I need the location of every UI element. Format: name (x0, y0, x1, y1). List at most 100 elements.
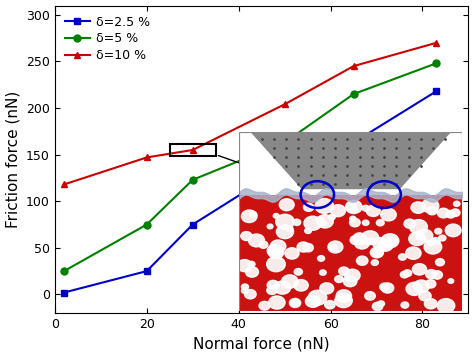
Circle shape (428, 241, 434, 246)
Circle shape (381, 208, 396, 221)
Bar (239, 195, 462, 311)
Circle shape (445, 224, 461, 237)
Circle shape (276, 225, 293, 238)
δ=2.5 % (351, 140, 356, 145)
Circle shape (362, 205, 369, 211)
Circle shape (406, 282, 422, 296)
Circle shape (451, 209, 460, 216)
Circle shape (437, 298, 455, 313)
Circle shape (339, 267, 349, 275)
Circle shape (276, 214, 294, 229)
Circle shape (350, 236, 362, 245)
Circle shape (267, 245, 283, 257)
Circle shape (329, 245, 337, 251)
Circle shape (241, 210, 257, 222)
Circle shape (267, 224, 273, 229)
Circle shape (305, 228, 311, 233)
Circle shape (279, 199, 294, 211)
Circle shape (446, 210, 456, 218)
δ=10 % (282, 102, 287, 106)
Circle shape (401, 302, 409, 308)
Circle shape (328, 241, 343, 253)
Circle shape (318, 256, 325, 261)
Circle shape (372, 302, 383, 311)
Circle shape (282, 275, 298, 288)
Circle shape (363, 220, 369, 225)
Circle shape (328, 215, 335, 220)
Circle shape (297, 242, 310, 252)
Circle shape (305, 295, 320, 307)
Circle shape (374, 249, 383, 257)
Circle shape (365, 292, 375, 300)
Circle shape (432, 271, 442, 279)
Circle shape (346, 200, 362, 213)
Circle shape (294, 268, 302, 275)
δ=2.5 % (190, 222, 196, 227)
Circle shape (431, 238, 440, 245)
Circle shape (426, 280, 436, 288)
Line: δ=10 %: δ=10 % (61, 39, 440, 188)
Circle shape (336, 290, 352, 302)
Circle shape (371, 260, 378, 266)
Circle shape (404, 219, 415, 228)
Circle shape (345, 269, 360, 281)
Circle shape (413, 280, 429, 293)
δ=2.5 % (144, 269, 150, 273)
Circle shape (424, 299, 437, 309)
Circle shape (403, 270, 412, 277)
Circle shape (399, 254, 406, 260)
Circle shape (248, 234, 264, 247)
Polygon shape (250, 132, 451, 189)
Circle shape (387, 237, 397, 245)
Circle shape (303, 243, 313, 252)
Circle shape (435, 228, 442, 234)
δ=10 % (433, 41, 439, 45)
Circle shape (406, 247, 421, 259)
Circle shape (411, 202, 425, 213)
Circle shape (259, 241, 268, 248)
Circle shape (335, 276, 343, 282)
Circle shape (377, 301, 384, 307)
Circle shape (287, 226, 293, 232)
Circle shape (308, 290, 327, 305)
Circle shape (269, 296, 285, 309)
Circle shape (448, 279, 454, 283)
Circle shape (401, 271, 409, 278)
Bar (170, 144, 216, 156)
Circle shape (381, 234, 399, 248)
δ=2.5 % (282, 165, 287, 169)
δ=10 % (144, 155, 150, 160)
Circle shape (319, 270, 326, 275)
Circle shape (438, 208, 449, 218)
Circle shape (409, 232, 426, 246)
Circle shape (285, 248, 299, 259)
δ=10 % (351, 64, 356, 68)
Line: δ=2.5 %: δ=2.5 % (61, 88, 440, 296)
Circle shape (419, 291, 431, 301)
Circle shape (267, 286, 277, 295)
Circle shape (274, 281, 291, 294)
Circle shape (241, 232, 252, 241)
Circle shape (376, 220, 384, 226)
Circle shape (436, 259, 445, 266)
Circle shape (357, 238, 365, 245)
Circle shape (317, 215, 333, 228)
Circle shape (366, 205, 380, 216)
δ=10 % (61, 182, 67, 187)
Circle shape (412, 264, 427, 275)
Circle shape (347, 203, 356, 211)
Circle shape (353, 233, 366, 243)
Circle shape (325, 301, 335, 309)
Circle shape (373, 238, 388, 250)
Circle shape (416, 229, 433, 242)
Circle shape (438, 235, 446, 241)
δ=5 % (144, 222, 150, 227)
Circle shape (320, 283, 334, 294)
Circle shape (303, 203, 314, 211)
Legend: δ=2.5 %, δ=5 %, δ=10 %: δ=2.5 %, δ=5 %, δ=10 % (61, 12, 154, 66)
δ=5 % (190, 178, 196, 182)
Circle shape (349, 218, 360, 227)
δ=5 % (61, 269, 67, 273)
δ=5 % (433, 61, 439, 65)
Circle shape (268, 246, 284, 258)
